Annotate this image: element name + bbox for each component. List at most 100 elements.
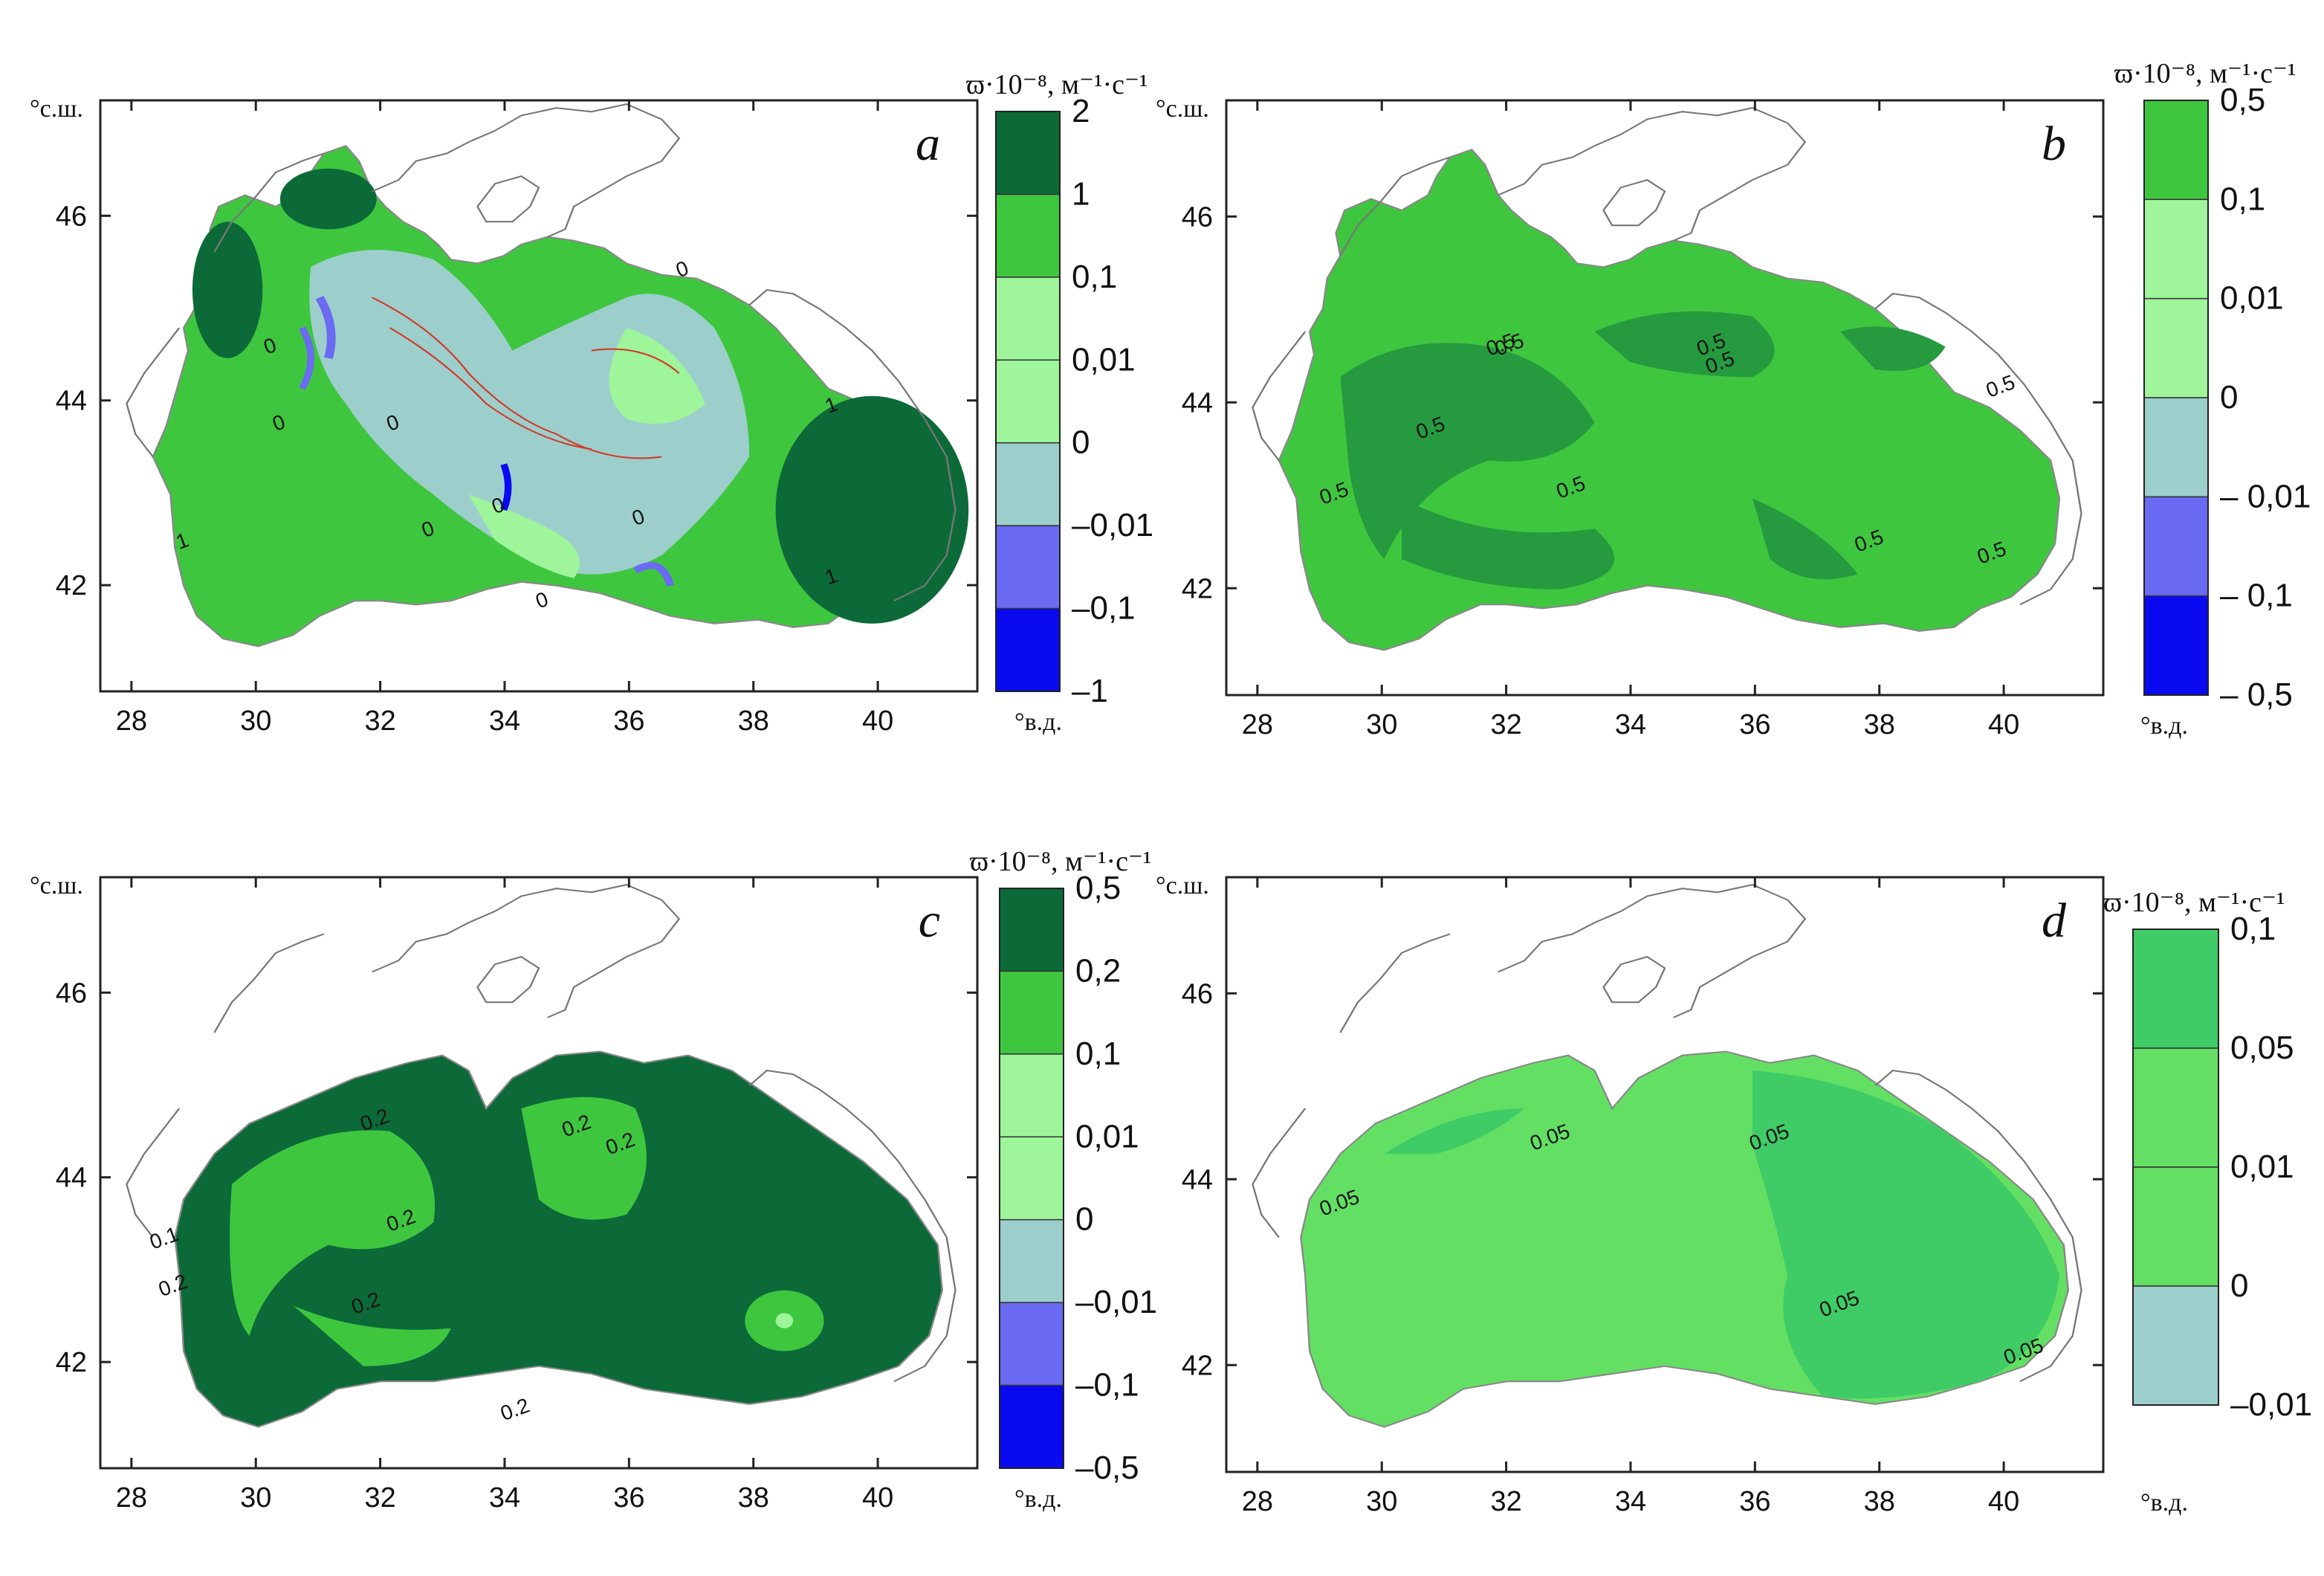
colorbar-swatch [995,193,1061,278]
colorbar-title: ϖ·10⁻⁸, м⁻¹·с⁻¹ [970,846,1151,877]
lon-unit-label: °в.д. [1014,708,1062,736]
colorbar-label: 0,01 [1075,1118,1139,1154]
lon-tick-label: 36 [1739,709,1770,740]
colorbar-frame [2132,929,2219,1406]
colorbar-swatch [999,1302,1064,1386]
lon-tick-label: 38 [1864,709,1895,740]
colorbar-swatch [2132,1285,2219,1406]
panel-a-map [126,103,969,647]
colorbar-swatch [2143,100,2209,201]
colorbar-label: 0,1 [2230,911,2276,947]
panel-b-colorbar: 0,5 0,1 0,01 0 – 0,01 – 0,1 – 0,5 ϖ·10⁻⁸, м⁻¹·с… [2114,58,2311,713]
lat-tick-label: 46 [1182,978,1213,1010]
lat-tick-label: 44 [56,386,87,417]
colorbar-swatch [995,277,1061,361]
lon-tick-label: 38 [738,1482,769,1514]
colorbar-swatch [999,1384,1064,1469]
lon-tick-label: 32 [1490,1486,1521,1517]
colorbar-frame [999,888,1064,1469]
colorbar-label: 0,01 [2230,1149,2294,1185]
lat-tick-label: 46 [1182,201,1213,233]
colorbar-swatch [995,359,1061,444]
colorbar-label: 0,1 [1072,259,1117,295]
colorbar-label: 1 [1072,175,1090,212]
colorbar-label: 0 [2230,1267,2248,1304]
lat-tick-label: 44 [56,1163,87,1194]
panel-c [99,876,979,1470]
colorbar-swatch [995,607,1061,692]
colorbar-label: –0,01 [2230,1386,2312,1423]
lon-tick-label: 36 [1739,1486,1770,1517]
lat-unit-label: °с.ш. [1156,95,1209,123]
panel-b [1225,99,2105,697]
colorbar-label: 0 [1075,1201,1093,1238]
colorbar-label: 0,5 [1075,870,1121,906]
colorbar-label: 2 [1072,93,1090,129]
lat-tick-label: 44 [1182,387,1213,419]
lat-unit-label: °с.ш. [1156,872,1209,900]
lat-tick-label: 44 [1182,1164,1213,1195]
panel-a [99,99,979,693]
colorbar-swatch [2143,397,2209,498]
lon-tick-label: 28 [1242,709,1273,740]
lat-tick-label: 42 [56,570,87,601]
colorbar-swatch [999,1218,1064,1303]
panel-letter: d [2042,894,2067,948]
lon-tick-label: 40 [862,1482,893,1514]
colorbar-swatch [2132,929,2219,1049]
lon-unit-label: °в.д. [2140,712,2188,740]
colorbar-label: 0,1 [1075,1036,1121,1072]
colorbar-label: 0 [1072,424,1090,461]
colorbar-label: –0,1 [1072,590,1136,627]
lon-tick-label: 40 [1988,709,2019,740]
lon-tick-label: 34 [1615,1486,1646,1517]
panel-d [1225,876,2105,1473]
lon-tick-label: 38 [738,705,769,737]
colorbar-label: – 0,5 [2220,676,2293,713]
lon-tick-label: 34 [489,705,520,737]
colorbar-swatch [2143,297,2209,398]
colorbar-swatch [999,1053,1064,1138]
lat-tick-label: 42 [1182,573,1213,604]
panel-d-colorbar: 0,1 0,05 0,01 0 –0,01 ϖ·10⁻⁸, м⁻¹·с⁻¹ [2103,887,2312,1423]
panel-letter: c [919,894,940,948]
colorbar-swatch [2143,496,2209,597]
colorbar-title: ϖ·10⁻⁸, м⁻¹·с⁻¹ [2114,58,2296,89]
lon-tick-label: 40 [862,705,893,737]
colorbar-label: 0,01 [2220,280,2284,317]
colorbar-swatch [2132,1047,2219,1168]
lon-tick-label: 32 [364,705,395,737]
colorbar-title: ϖ·10⁻⁸, м⁻¹·с⁻¹ [966,69,1148,100]
colorbar-swatch [995,525,1061,610]
colorbar-label: –1 [1072,673,1108,709]
lat-tick-label: 42 [1182,1350,1213,1381]
lat-unit-label: °с.ш. [30,95,83,123]
colorbar-frame [995,111,1061,692]
colorbar-swatch [2132,1166,2219,1287]
lon-tick-label: 34 [1615,709,1646,740]
panel-c-map [126,883,957,1428]
colorbar-label: –0,1 [1075,1367,1139,1404]
panel-letter: b [2042,117,2066,171]
lat-unit-label: °с.ш. [30,872,83,900]
lon-tick-label: 34 [489,1482,520,1514]
panel-letter: a [916,117,940,171]
colorbar-label: – 0,1 [2220,578,2293,614]
lon-tick-label: 40 [1988,1486,2019,1517]
lon-tick-label: 28 [116,1482,147,1514]
lon-tick-label: 28 [116,705,147,737]
lon-tick-label: 30 [1366,1486,1397,1517]
colorbar-swatch [995,442,1061,526]
lon-tick-label: 32 [1490,709,1521,740]
colorbar-label: 0 [2220,379,2238,416]
lon-tick-label: 36 [613,705,644,737]
lon-tick-label: 30 [240,705,271,737]
colorbar-label: 0,05 [2230,1030,2294,1066]
colorbar-title: ϖ·10⁻⁸, м⁻¹·с⁻¹ [2103,887,2285,918]
panel-c-colorbar: 0,5 0,2 0,1 0,01 0 –0,01 –0,1 –0,5 ϖ·10⁻⁸, м⁻¹·с… [970,846,1157,1486]
colorbar-label: –0,5 [1075,1450,1139,1486]
lon-tick-label: 38 [1864,1486,1895,1517]
colorbar-label: –0,01 [1072,507,1153,543]
